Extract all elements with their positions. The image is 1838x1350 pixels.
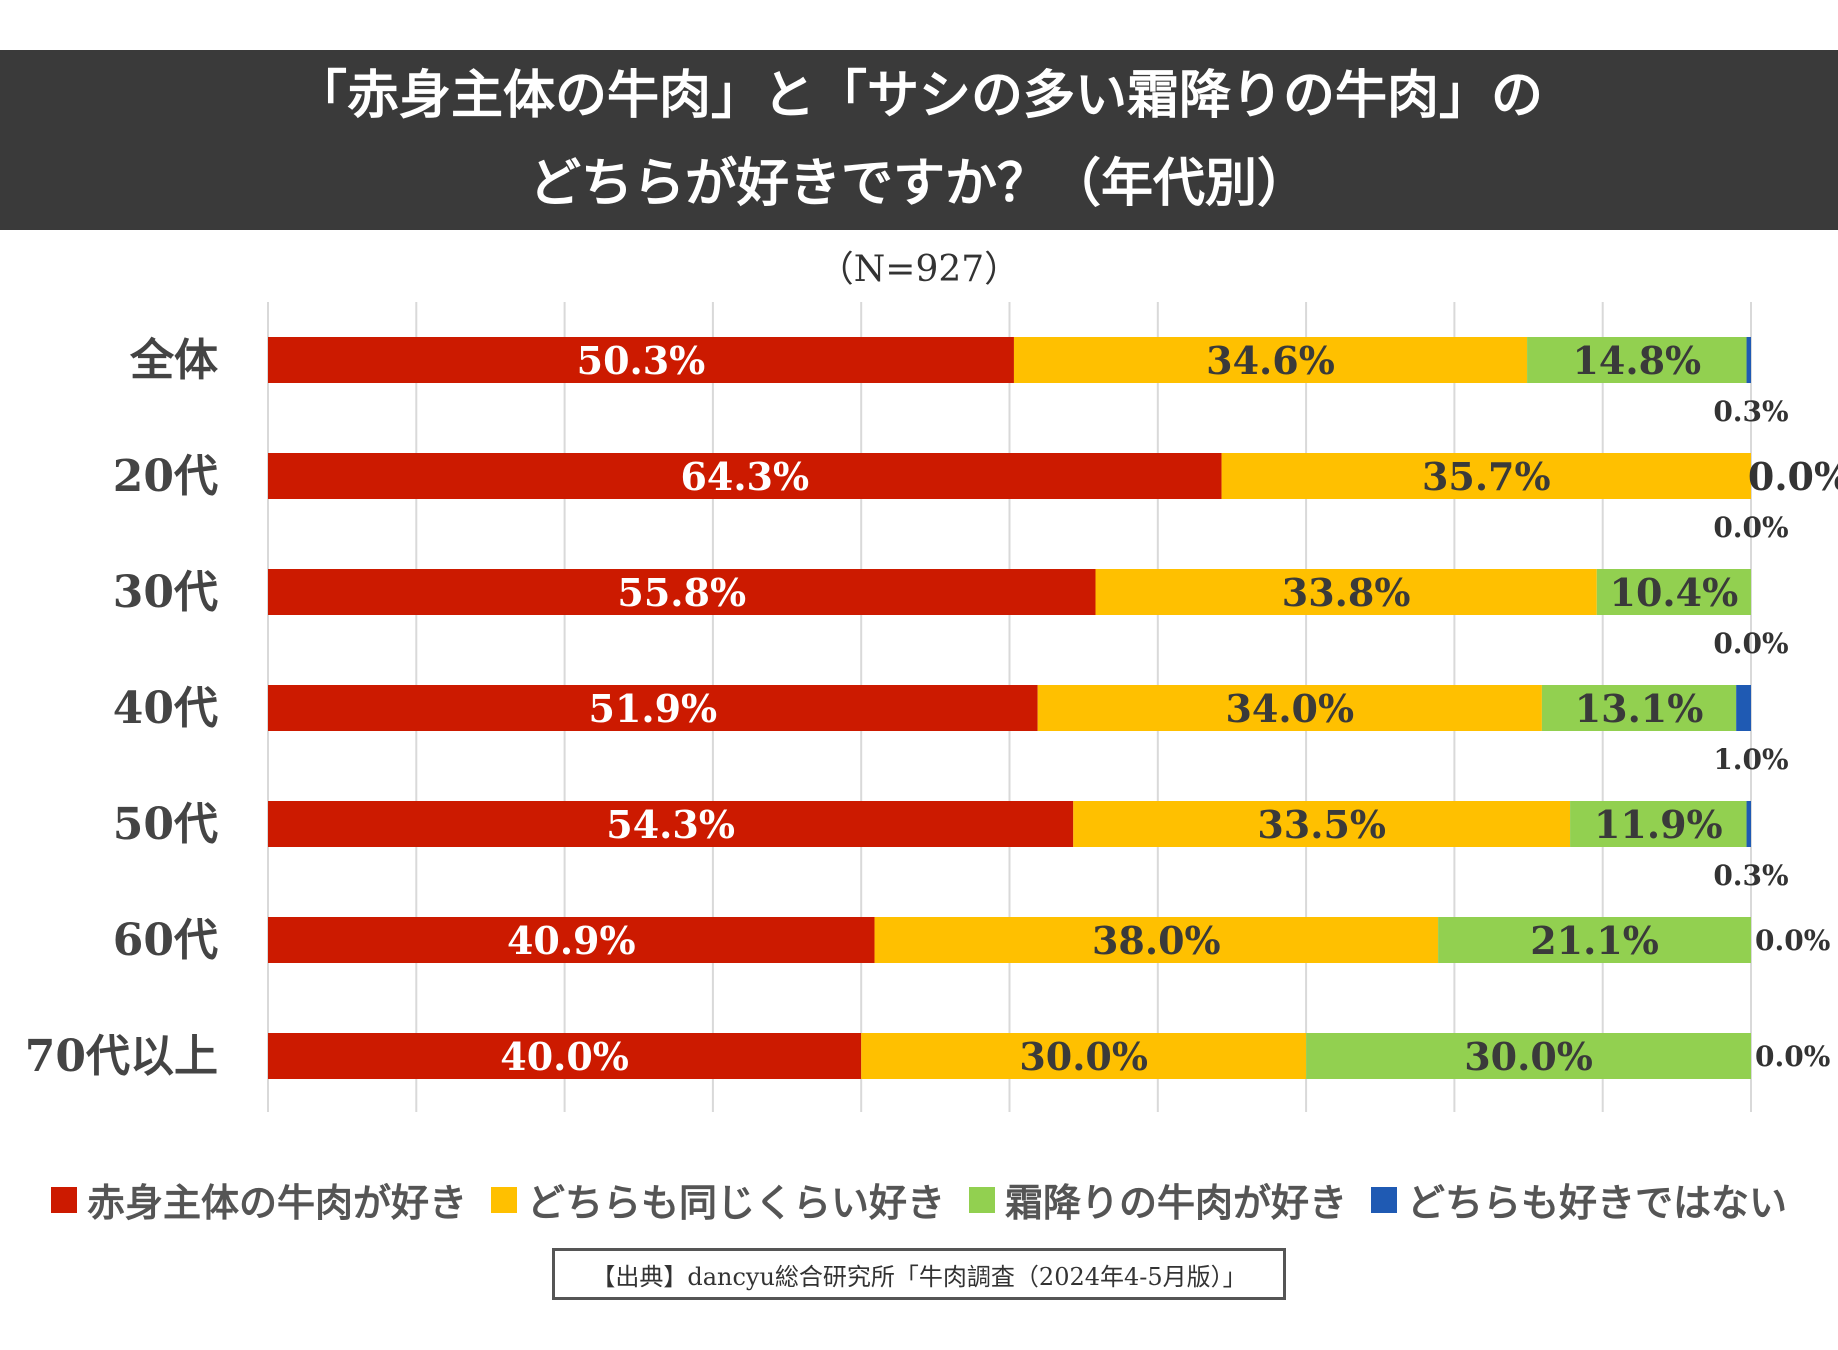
data-label: 30.0% — [1019, 1034, 1148, 1079]
data-label: 0.3% — [1713, 395, 1788, 428]
legend-item-red: 赤身主体の牛肉が好き — [50, 1172, 467, 1227]
data-label: 51.9% — [589, 686, 718, 731]
legend-swatch — [50, 1186, 77, 1213]
category-label: 60代 — [113, 915, 218, 966]
data-label: 1.0% — [1713, 743, 1788, 776]
category-label: 50代 — [113, 799, 218, 850]
bar-segment — [1541, 685, 1737, 731]
data-label: 34.6% — [1206, 338, 1335, 383]
data-label: 40.0% — [500, 1034, 629, 1079]
data-label: 55.8% — [617, 570, 746, 615]
bar-segment — [1570, 801, 1747, 847]
bar-segment — [268, 685, 1038, 731]
bar-segment — [1438, 917, 1751, 963]
legend-label: どちらも好きではない — [1407, 1180, 1788, 1225]
bar-segment — [861, 1033, 1307, 1079]
legend-label: 赤身主体の牛肉が好き — [86, 1180, 467, 1225]
bar-segment — [1306, 1033, 1751, 1079]
category-label: 全体 — [129, 335, 218, 386]
bar-segment — [1037, 685, 1542, 731]
data-label: 21.1% — [1530, 918, 1659, 963]
bar-segment — [1073, 801, 1571, 847]
data-label: 40.9% — [507, 918, 636, 963]
data-label: 54.3% — [606, 802, 735, 847]
legend-swatch — [490, 1186, 517, 1213]
data-label: 64.3% — [680, 454, 809, 499]
source-citation: 【出典】dancyu総合研究所「牛肉調査（2024年4-5月版）」 — [552, 1248, 1286, 1300]
data-label: 14.8% — [1572, 338, 1701, 383]
bar-segment — [268, 1033, 862, 1079]
data-label: 11.9% — [1594, 802, 1723, 847]
legend-label: 霜降りの牛肉が好き — [1005, 1180, 1348, 1225]
legend-swatch — [969, 1186, 995, 1213]
sample-size: （N=927） — [817, 249, 1021, 290]
data-label: 34.0% — [1225, 686, 1354, 731]
data-label: 0.3% — [1713, 859, 1788, 892]
data-label: 35.7% — [1422, 454, 1551, 499]
bar-segment — [1746, 337, 1751, 383]
bar-segment — [268, 801, 1074, 847]
chart-title-line-1: 「赤身主体の牛肉」と「サシの多い霜降りの牛肉」の — [294, 65, 1543, 126]
bar-segment — [268, 569, 1096, 615]
legend-item-green: 霜降りの牛肉が好き — [969, 1172, 1347, 1227]
category-label: 70代以上 — [25, 1031, 218, 1082]
stacked-bar-chart: 全体 50.3% 34.6% 14.8% 0.3% 20代 64.3% 35.7% 0.0% 0.… — [25, 302, 1838, 1112]
chart-title-line-2: どちらが好きですか？（年代別） — [528, 153, 1309, 214]
bar-segment — [1221, 453, 1751, 499]
data-label: 0.0% — [1713, 627, 1788, 660]
data-label: 13.1% — [1575, 686, 1704, 731]
legend-item-blue: どちらも好きではない — [1371, 1172, 1787, 1227]
data-label: 0.0% — [1755, 1040, 1830, 1073]
bar-segment — [1596, 569, 1751, 615]
data-label: 0.0% — [1755, 924, 1830, 957]
data-label: 0.0% — [1748, 454, 1838, 499]
data-label: 50.3% — [577, 338, 706, 383]
data-label: 33.8% — [1282, 570, 1411, 615]
legend-label: どちらも同じくらい好き — [526, 1180, 945, 1225]
data-label: 38.0% — [1092, 918, 1221, 963]
bar-segment — [1095, 569, 1597, 615]
bar-segment — [874, 917, 1439, 963]
category-label: 20代 — [113, 451, 218, 502]
legend: 赤身主体の牛肉が好き どちらも同じくらい好き 霜降りの牛肉が好き どちらも好きで… — [0, 1172, 1838, 1227]
legend-swatch — [1371, 1186, 1398, 1213]
data-label: 10.4% — [1610, 570, 1739, 615]
bar-segment — [1746, 801, 1751, 847]
bar-segment — [1527, 337, 1747, 383]
title-banner: 「赤身主体の牛肉」と「サシの多い霜降りの牛肉」の どちらが好きですか？（年代別） — [0, 50, 1838, 230]
bar-segment — [268, 917, 875, 963]
bar-segment — [268, 337, 1014, 383]
category-label: 30代 — [113, 567, 218, 618]
category-label: 40代 — [113, 683, 218, 734]
legend-item-yellow: どちらも同じくらい好き — [490, 1172, 945, 1227]
bar-segment — [1013, 337, 1528, 383]
bar-segment — [268, 453, 1222, 499]
bar-segment — [1736, 685, 1751, 731]
data-label: 33.5% — [1257, 802, 1386, 847]
data-label: 30.0% — [1464, 1034, 1593, 1079]
data-label: 0.0% — [1713, 511, 1788, 544]
